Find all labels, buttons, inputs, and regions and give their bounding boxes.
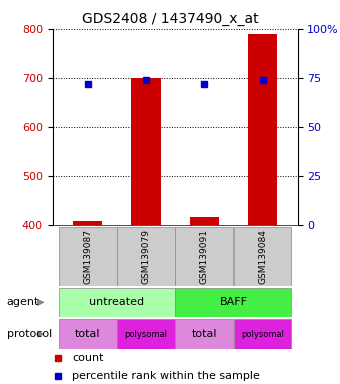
Bar <box>117 227 175 286</box>
Text: percentile rank within the sample: percentile rank within the sample <box>72 371 260 381</box>
Bar <box>117 319 175 349</box>
Text: polysomal: polysomal <box>241 329 284 339</box>
Text: GDS2408 / 1437490_x_at: GDS2408 / 1437490_x_at <box>82 12 258 26</box>
Text: GSM139084: GSM139084 <box>258 229 267 284</box>
Text: GSM139079: GSM139079 <box>141 229 151 284</box>
Bar <box>59 288 175 317</box>
Text: agent: agent <box>7 297 39 308</box>
Text: total: total <box>191 329 217 339</box>
Bar <box>190 217 219 225</box>
Text: GSM139091: GSM139091 <box>200 229 209 284</box>
Bar <box>131 78 160 225</box>
Bar <box>234 227 291 286</box>
Text: GSM139087: GSM139087 <box>83 229 92 284</box>
Bar <box>59 319 117 349</box>
Text: total: total <box>75 329 100 339</box>
Text: protocol: protocol <box>7 329 52 339</box>
Text: polysomal: polysomal <box>124 329 168 339</box>
Bar <box>175 319 233 349</box>
Text: BAFF: BAFF <box>219 297 248 308</box>
Bar <box>175 288 291 317</box>
Bar <box>234 319 291 349</box>
Bar <box>175 227 233 286</box>
Text: untreated: untreated <box>89 297 144 308</box>
Bar <box>73 221 102 225</box>
Bar <box>59 227 117 286</box>
Text: count: count <box>72 353 104 362</box>
Bar <box>248 34 277 225</box>
